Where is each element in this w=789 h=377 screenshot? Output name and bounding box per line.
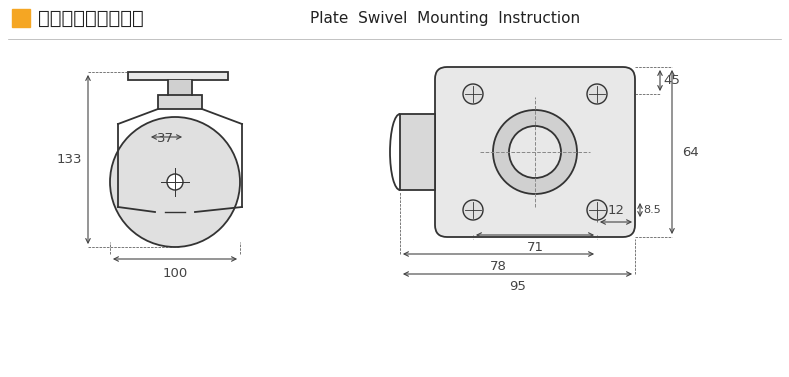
Text: Plate  Swivel  Mounting  Instruction: Plate Swivel Mounting Instruction xyxy=(310,11,580,26)
FancyBboxPatch shape xyxy=(435,67,635,237)
Circle shape xyxy=(587,200,607,220)
FancyBboxPatch shape xyxy=(128,72,228,80)
Text: 8.5: 8.5 xyxy=(643,205,660,215)
Circle shape xyxy=(110,117,240,247)
Text: 12: 12 xyxy=(608,204,625,217)
Text: 平顶万向安装尺寸图: 平顶万向安装尺寸图 xyxy=(38,9,144,28)
Text: 100: 100 xyxy=(163,267,188,280)
Bar xyxy=(400,114,435,190)
Text: 133: 133 xyxy=(57,153,82,166)
Text: 95: 95 xyxy=(509,280,526,293)
Text: 78: 78 xyxy=(490,260,507,273)
Text: 45: 45 xyxy=(663,74,680,87)
Circle shape xyxy=(493,110,577,194)
Circle shape xyxy=(463,200,483,220)
Bar xyxy=(12,9,30,27)
Circle shape xyxy=(167,174,183,190)
Circle shape xyxy=(463,84,483,104)
Circle shape xyxy=(587,84,607,104)
Text: 71: 71 xyxy=(526,241,544,254)
Text: 37: 37 xyxy=(156,132,174,145)
Circle shape xyxy=(509,126,561,178)
Bar xyxy=(158,95,202,109)
Text: 64: 64 xyxy=(682,146,699,158)
